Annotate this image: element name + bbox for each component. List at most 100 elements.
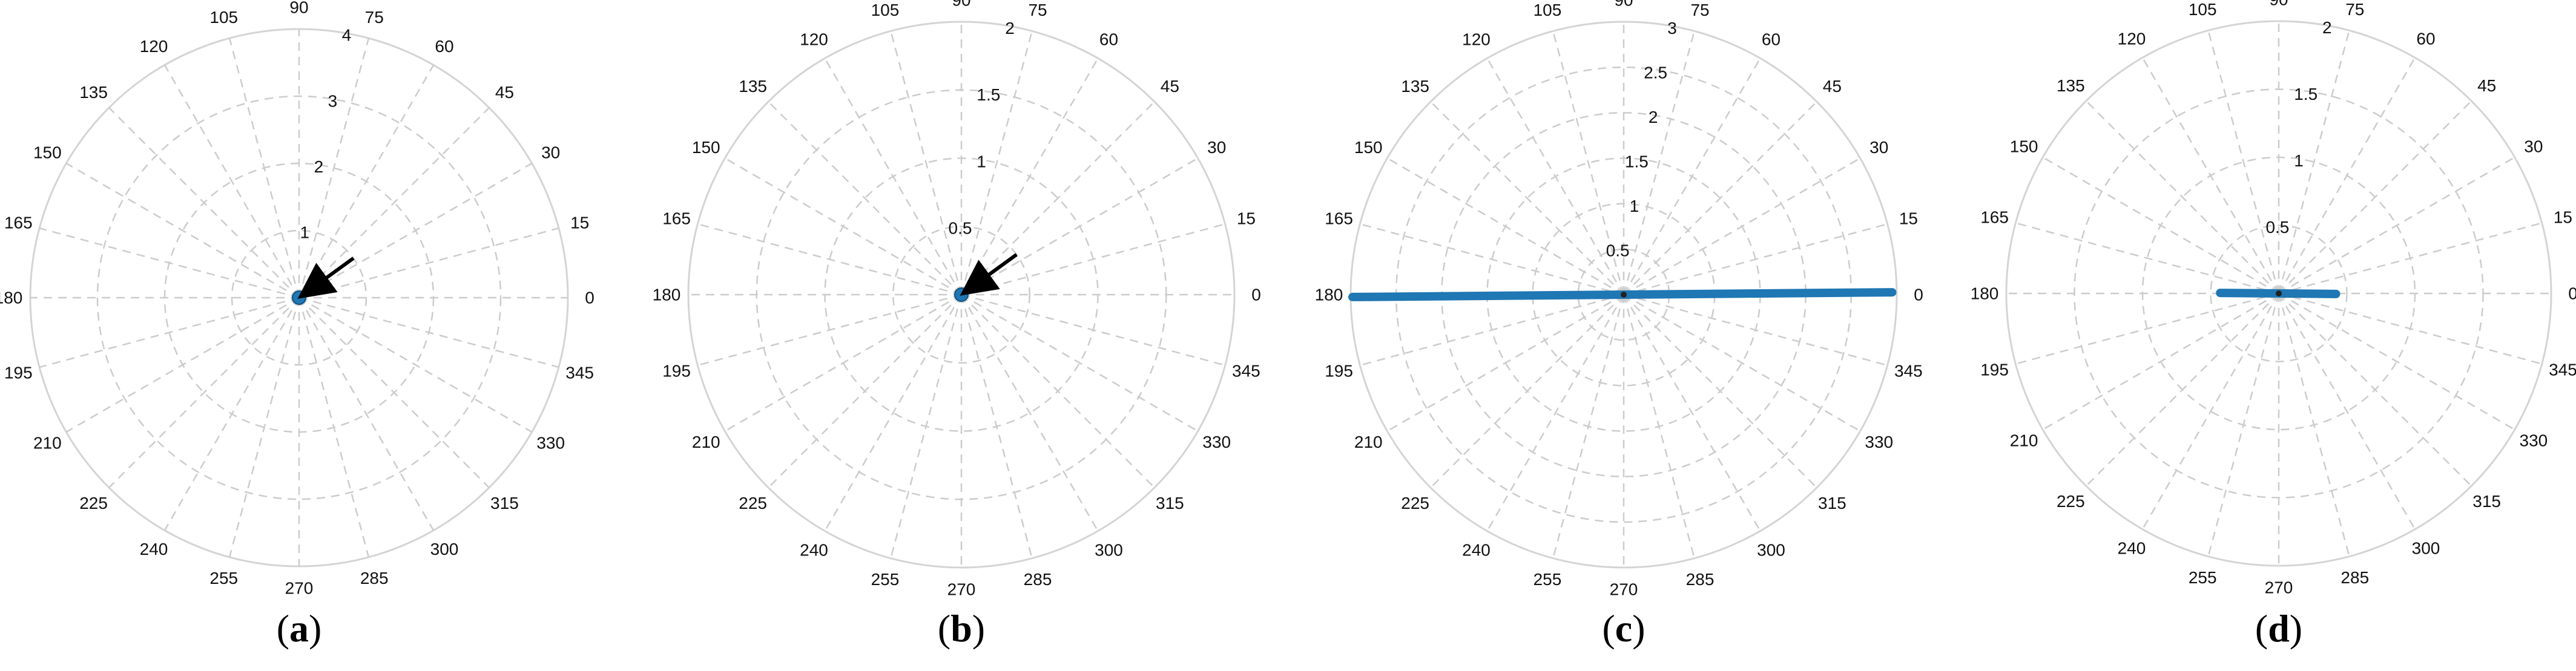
angle-tick-label: 105: [209, 8, 238, 27]
angle-tick-label: 75: [1690, 1, 1709, 19]
grid-spoke: [1552, 31, 1625, 295]
angle-tick-label: 270: [1610, 580, 1638, 599]
origin-dot: [1621, 292, 1627, 298]
radial-tick-label: 2: [314, 157, 324, 176]
radial-tick-label: 1.5: [1625, 152, 1649, 171]
grid-spoke: [298, 162, 533, 299]
angle-tick-label: 30: [1869, 138, 1888, 157]
angle-tick-label: 105: [871, 1, 900, 19]
grid-spoke: [960, 294, 1033, 558]
grid-spoke: [298, 297, 435, 531]
panel-caption: (b): [938, 607, 985, 650]
polar-chart-a: 0153045607590105120135150165180195210225…: [0, 0, 595, 650]
radial-tick-label: 1: [2294, 151, 2304, 170]
grid-spoke: [961, 101, 1155, 295]
grid-spoke: [2015, 222, 2279, 295]
panel-caption: (a): [277, 607, 322, 650]
grid-spoke: [961, 157, 1199, 296]
angle-tick-label: 90: [289, 0, 308, 17]
grid-spoke: [1623, 223, 1888, 296]
angle-tick-label: 30: [2524, 137, 2543, 156]
radial-tick-label: 1: [977, 152, 986, 171]
angle-tick-label: 15: [2554, 208, 2572, 227]
angle-tick-label: 300: [1095, 540, 1123, 559]
angle-tick-label: 135: [79, 83, 108, 102]
grid-spoke: [39, 296, 300, 368]
radial-tick-label: 2.5: [1644, 63, 1667, 82]
angle-tick-label: 300: [1757, 540, 1785, 559]
radial-tick-label: 1.5: [977, 85, 1000, 104]
grid-spoke: [1360, 293, 1624, 366]
grid-spoke: [228, 38, 300, 298]
grid-spoke: [1623, 101, 1817, 295]
angle-tick-label: 180: [1971, 284, 1999, 303]
grid-spoke: [1486, 294, 1625, 532]
angle-tick-label: 105: [1533, 1, 1562, 19]
angle-tick-label: 195: [1980, 360, 2009, 379]
angle-tick-label: 345: [1894, 362, 1923, 381]
angle-tick-label: 195: [1325, 362, 1353, 381]
grid-spoke: [960, 294, 1099, 532]
grid-spoke: [1486, 57, 1625, 295]
angle-tick-label: 0: [2568, 284, 2576, 303]
grid-spoke: [1623, 293, 1861, 432]
angle-tick-label: 210: [692, 433, 720, 451]
angle-tick-label: 150: [2010, 137, 2038, 156]
angle-tick-label: 15: [1237, 209, 1256, 227]
grid-spoke: [2278, 222, 2542, 295]
radial-tick-label: 0.5: [1606, 241, 1630, 260]
radial-tick-label: 4: [342, 26, 352, 45]
angle-tick-label: 105: [2189, 0, 2217, 19]
grid-spoke: [298, 227, 559, 299]
polar-chart-d: 0153045607590105120135150165180195210225…: [1971, 0, 2576, 650]
grid-spoke: [1386, 157, 1624, 296]
polar-chart-b: 0153045607590105120135150165180195210225…: [653, 0, 1261, 650]
polar-chart-c: 0153045607590105120135150165180195210225…: [1315, 0, 1923, 650]
angle-tick-label: 0: [1251, 286, 1261, 304]
angle-tick-label: 75: [365, 8, 384, 27]
grid-spoke: [960, 57, 1099, 295]
grid-spoke: [1552, 294, 1625, 558]
grid-spoke: [2042, 156, 2279, 295]
grid-spoke: [2278, 292, 2542, 365]
grid-spoke: [2141, 293, 2280, 530]
angle-tick-label: 90: [952, 0, 970, 10]
angle-tick-label: 285: [1686, 570, 1715, 589]
radial-tick-label: 0.5: [2265, 218, 2289, 237]
angle-tick-label: 315: [1818, 494, 1846, 512]
grid-spoke: [768, 101, 962, 295]
angle-tick-label: 60: [1099, 30, 1118, 49]
angle-tick-label: 255: [871, 570, 900, 589]
angle-tick-label: 240: [800, 540, 828, 559]
origin-dot: [2276, 290, 2282, 296]
angle-tick-label: 120: [1462, 30, 1491, 49]
grid-spoke: [1622, 57, 1761, 295]
angle-tick-label: 330: [1202, 433, 1231, 451]
grid-spoke: [108, 297, 300, 488]
grid-spoke: [298, 297, 370, 558]
angle-tick-label: 135: [2057, 76, 2085, 95]
grid-spoke: [961, 293, 1199, 432]
grid-spoke: [298, 296, 533, 433]
grid-spoke: [228, 297, 300, 558]
angle-tick-label: 150: [1354, 138, 1383, 157]
angle-tick-label: 285: [2340, 568, 2369, 587]
angle-tick-label: 210: [2010, 431, 2038, 450]
grid-spoke: [298, 64, 435, 298]
grid-spoke: [2042, 292, 2279, 431]
grid-spoke: [298, 107, 490, 298]
grid-spoke: [2085, 293, 2279, 487]
angle-tick-label: 315: [1156, 494, 1184, 512]
grid-spoke: [768, 294, 962, 488]
angle-tick-label: 150: [33, 143, 62, 162]
angle-tick-label: 255: [209, 569, 238, 588]
radial-tick-label: 3: [1667, 19, 1677, 38]
grid-spoke: [65, 162, 300, 299]
grid-spoke: [1386, 293, 1624, 432]
angle-tick-label: 330: [1865, 433, 1893, 451]
radial-tick-label: 3: [328, 91, 338, 110]
grid-spoke: [824, 294, 963, 532]
grid-spoke: [39, 227, 300, 299]
angle-tick-label: 135: [1401, 77, 1429, 96]
grid-spoke: [697, 223, 962, 296]
